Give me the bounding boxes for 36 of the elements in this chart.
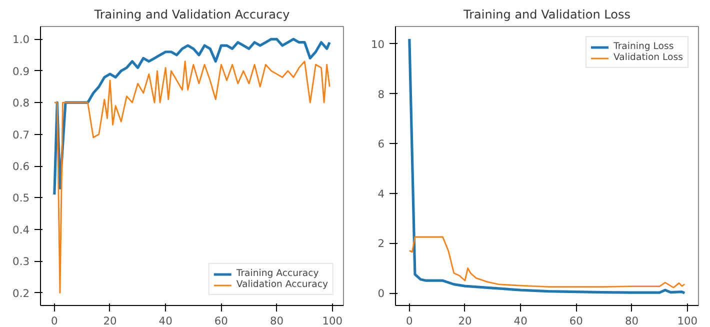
line-series [408,236,686,288]
y-tick-label: 0.4 [12,223,30,236]
y-tick-label: 4 [378,187,385,200]
chart-title: Training and Validation Loss [462,8,630,22]
y-tick-label: 0.7 [12,128,30,142]
y-tick-label: 8 [378,88,385,101]
x-tick-label: 0 [406,314,414,327]
legend-label: Training Loss [614,41,674,52]
x-tick-label: 80 [625,314,639,327]
x-tick-label: 60 [569,314,584,327]
y-tick-label: 0.8 [12,96,30,110]
x-tick-label: 20 [458,314,472,327]
x-tick-label: 20 [103,314,117,327]
chart-title: Training and Validation Accuracy [93,8,290,22]
legend-label: Validation Accuracy [236,279,328,290]
y-tick-label: 0.2 [12,286,30,300]
x-tick-label: 60 [214,314,228,327]
y-tick-label: 2 [378,237,384,250]
legend-label: Training Accuracy [236,268,319,279]
y-tick-label: 6 [378,138,385,151]
y-tick-label: 0.5 [12,192,30,205]
y-tick-label: 0.6 [12,160,30,173]
y-tick-label: 1.0 [12,33,30,46]
x-tick-label: 100 [322,314,343,327]
y-tick-label: 10 [370,38,385,51]
x-tick-label: 80 [270,314,284,327]
y-tick-label: 0 [378,287,385,300]
x-tick-label: 40 [158,314,173,327]
x-tick-label: 100 [677,314,698,327]
legend-label: Validation Loss [614,52,683,63]
y-tick-label: 0.9 [12,64,30,78]
line-series [54,60,330,294]
line-series [408,38,686,294]
y-tick-label: 0.3 [12,255,30,268]
x-tick-label: 0 [51,314,58,327]
x-tick-label: 40 [514,314,528,327]
